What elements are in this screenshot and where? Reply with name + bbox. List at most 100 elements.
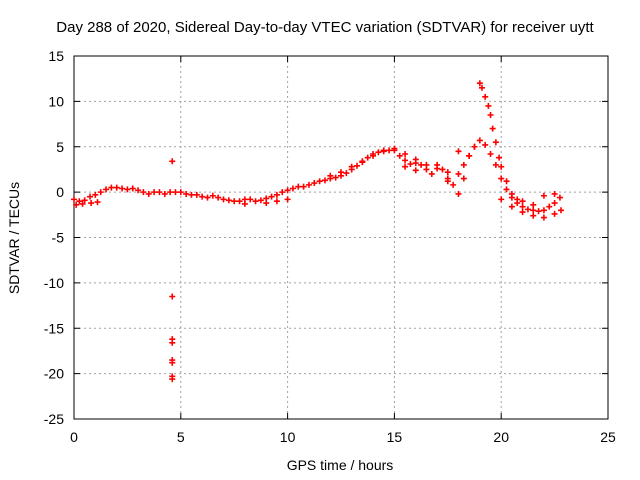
x-tick-label: 5 [177, 429, 185, 445]
data-point [167, 189, 174, 196]
data-point [169, 359, 176, 366]
data-point [402, 151, 409, 158]
data-point [140, 189, 147, 196]
data-point [289, 185, 296, 192]
x-tick-label: 20 [493, 429, 509, 445]
data-point [145, 190, 152, 197]
data-point [530, 207, 537, 214]
data-point [135, 187, 142, 194]
data-point [540, 207, 547, 214]
data-point [485, 102, 492, 109]
y-axis-label: SDTVAR / TECUs [6, 182, 22, 294]
data-point [478, 84, 485, 91]
data-point [489, 125, 496, 132]
data-point [546, 203, 553, 210]
y-tick-label: -5 [52, 230, 65, 246]
x-tick-label: 15 [387, 429, 403, 445]
data-point [236, 198, 243, 205]
data-point [108, 184, 115, 191]
data-point [498, 175, 505, 182]
data-point [103, 186, 110, 193]
data-point [540, 192, 547, 199]
data-point [348, 163, 355, 170]
data-point [321, 177, 328, 184]
data-point [434, 165, 441, 172]
data-point [354, 162, 361, 169]
data-point [295, 183, 302, 190]
data-point [305, 181, 312, 188]
data-point [551, 210, 558, 217]
data-point [498, 163, 505, 170]
data-point [204, 194, 211, 201]
series-group [327, 80, 558, 208]
data-point [471, 143, 478, 150]
data-point [496, 154, 503, 161]
data-point [241, 200, 248, 207]
data-point [508, 203, 515, 210]
data-point [492, 161, 499, 168]
data-point [225, 197, 232, 204]
data-point [284, 196, 291, 203]
data-point [476, 137, 483, 144]
data-point [359, 158, 366, 165]
data-point [129, 185, 136, 192]
y-tick-label: -15 [44, 320, 64, 336]
y-tick-label: 10 [48, 93, 64, 109]
data-point [482, 141, 489, 148]
data-point [375, 149, 382, 156]
data-point [551, 190, 558, 197]
data-point [530, 201, 537, 208]
y-tick-label: 5 [56, 139, 64, 155]
data-point [209, 192, 216, 199]
data-point [380, 147, 387, 154]
data-point [268, 193, 275, 200]
data-point [220, 196, 227, 203]
data-point [386, 147, 393, 154]
data-point [199, 193, 206, 200]
x-tick-label: 25 [600, 429, 616, 445]
data-point [444, 178, 451, 185]
data-point [455, 170, 462, 177]
data-point [455, 148, 462, 155]
data-point [183, 190, 190, 197]
data-point [79, 200, 86, 207]
data-point [428, 170, 435, 177]
series-group [169, 158, 176, 383]
data-point [364, 154, 371, 161]
data-point [332, 174, 339, 181]
data-point [402, 157, 409, 164]
x-tick-label: 10 [280, 429, 296, 445]
data-point [514, 196, 521, 203]
data-point [113, 184, 120, 191]
chart-title: Day 288 of 2020, Sidereal Day-to-day VTE… [56, 19, 594, 36]
data-point [460, 161, 467, 168]
data-point [476, 80, 483, 87]
grid [74, 56, 608, 419]
data-point [338, 169, 344, 176]
data-point [87, 193, 94, 200]
data-point [177, 189, 184, 196]
data-point [519, 203, 526, 210]
data-point [92, 191, 99, 198]
data-point [396, 152, 403, 159]
data-point [97, 189, 104, 196]
data-point [273, 198, 280, 205]
data-point [88, 200, 95, 207]
data-point [188, 191, 195, 198]
data-point [193, 191, 200, 198]
data-point [460, 175, 467, 182]
data-points [71, 80, 565, 383]
data-point [311, 180, 318, 187]
data-point [519, 209, 526, 216]
data-point [169, 339, 176, 346]
data-point [124, 186, 131, 193]
data-point [300, 183, 307, 190]
data-point [252, 198, 259, 205]
data-point [423, 161, 430, 168]
data-point [551, 200, 558, 207]
data-point [503, 178, 510, 185]
data-point [161, 190, 168, 197]
data-point [94, 199, 101, 206]
data-point [508, 190, 515, 197]
